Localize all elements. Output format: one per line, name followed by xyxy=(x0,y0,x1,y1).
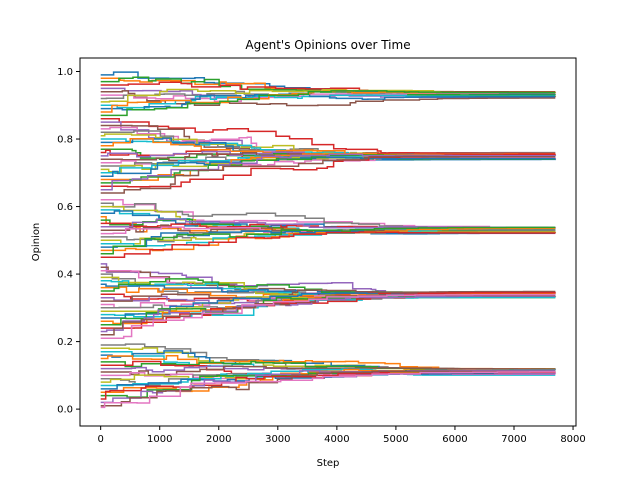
x-tick-label: 6000 xyxy=(442,434,467,445)
agent-opinion-line xyxy=(100,226,556,255)
x-tick-label: 2000 xyxy=(206,434,231,445)
agent-opinion-line xyxy=(100,291,557,329)
y-tick-label: 0.6 xyxy=(57,202,73,213)
x-tick-label: 3000 xyxy=(265,434,290,445)
x-tick-label: 1000 xyxy=(147,434,172,445)
chart-title: Agent's Opinions over Time xyxy=(245,38,410,52)
agent-opinion-line xyxy=(100,76,557,96)
y-tick-label: 0.8 xyxy=(57,135,73,146)
agent-opinion-line xyxy=(100,365,556,376)
agent-opinion-line xyxy=(100,153,557,191)
agent-opinion-line xyxy=(100,293,556,339)
agent-opinion-line xyxy=(100,199,557,229)
agent-opinion-line xyxy=(100,202,556,229)
plot-frame xyxy=(79,57,577,427)
agent-opinion-line xyxy=(100,90,556,117)
agent-opinion-line xyxy=(100,289,556,302)
x-tick-label: 5000 xyxy=(383,434,408,445)
agent-opinion-line xyxy=(100,155,556,194)
y-axis-label: Opinion xyxy=(31,223,42,262)
agent-opinion-line xyxy=(100,371,557,409)
y-tick-label: 0.4 xyxy=(57,270,73,281)
x-tick-label: 0 xyxy=(97,434,103,445)
agent-opinion-line xyxy=(100,94,556,109)
x-tick-label: 7000 xyxy=(501,434,526,445)
agent-opinion-line xyxy=(100,153,557,188)
y-tick-label: 1.0 xyxy=(57,67,73,78)
x-axis-label: Step xyxy=(317,458,340,469)
series-layer xyxy=(100,71,557,409)
y-tick-label: 0.0 xyxy=(57,405,73,416)
agent-opinion-line xyxy=(100,231,556,258)
x-tick-label: 4000 xyxy=(324,434,349,445)
x-axis: 0 1000 2000 3000 4000 5000 6000 7000 8000 xyxy=(97,426,586,445)
agent-opinion-line xyxy=(100,295,556,333)
y-tick-label: 0.2 xyxy=(57,337,73,348)
agent-opinion-line xyxy=(100,90,556,107)
x-tick-label: 8000 xyxy=(560,434,585,445)
y-axis: 0.0 0.2 0.4 0.6 0.8 1.0 xyxy=(57,67,80,416)
agent-opinion-line xyxy=(100,370,556,407)
